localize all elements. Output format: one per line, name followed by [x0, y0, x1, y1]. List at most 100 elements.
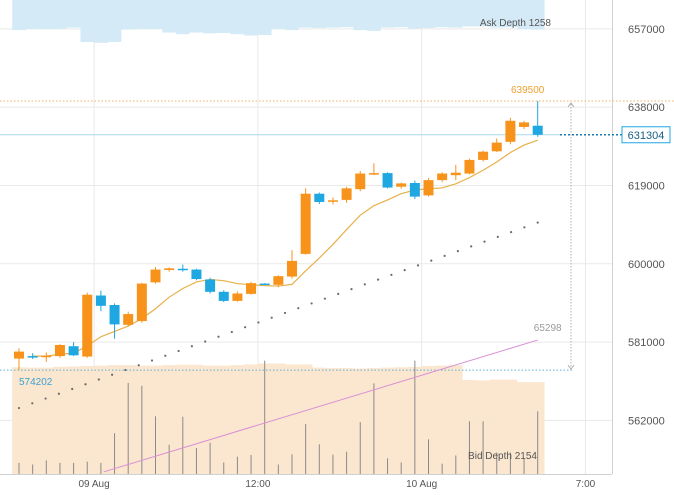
- trend-dot: [44, 397, 47, 400]
- trend-dot: [323, 297, 326, 300]
- trend-dot: [217, 335, 220, 338]
- trend-dot: [283, 311, 287, 315]
- trend-dot: [124, 368, 127, 372]
- candle-body: [355, 173, 366, 190]
- trend-dot: [31, 402, 34, 405]
- candle-body: [300, 193, 311, 254]
- trend-dot: [297, 307, 300, 310]
- y-tick-label: 657000: [628, 24, 665, 36]
- last-price-tag-label: 631304: [628, 130, 665, 142]
- trend-dot: [270, 316, 273, 319]
- candle-body: [273, 276, 284, 285]
- candle-body: [41, 355, 52, 358]
- candle-body: [136, 283, 147, 322]
- trend-dot: [57, 392, 61, 395]
- trend-dot: [510, 230, 513, 234]
- candle-body: [95, 295, 106, 306]
- candle-body: [218, 291, 229, 301]
- candle-body: [177, 268, 188, 271]
- trend-dot: [377, 278, 380, 281]
- candle-body: [341, 188, 352, 200]
- high-price-label: 639500: [511, 85, 545, 96]
- trend-dot: [430, 259, 433, 262]
- candle-up: [232, 291, 243, 302]
- trend-dot: [403, 269, 406, 272]
- candle-body: [450, 172, 461, 176]
- low-price-label: 574202: [19, 377, 53, 388]
- trend-dot: [97, 378, 100, 381]
- trend-dot: [137, 364, 140, 367]
- candle-body: [464, 159, 475, 174]
- trend-dot: [17, 406, 21, 410]
- trend-dot: [111, 373, 114, 376]
- trend-dot: [443, 254, 446, 257]
- trend-dot: [230, 330, 233, 334]
- candle-up: [464, 158, 475, 175]
- candle-up: [164, 267, 175, 272]
- candle-body: [505, 120, 516, 142]
- candle-up: [14, 348, 24, 371]
- ask-depth-label: Ask Depth 1258: [480, 18, 552, 29]
- candle-body: [437, 173, 448, 181]
- candle-up: [437, 172, 448, 183]
- candle-up: [396, 182, 407, 189]
- trend-dot: [363, 283, 366, 286]
- x-tick-label: 7:00: [576, 479, 596, 490]
- trend-dot: [177, 349, 180, 353]
- trend-dot: [416, 264, 420, 267]
- x-tick-label: 09 Aug: [78, 479, 109, 490]
- candle-body: [368, 173, 379, 175]
- candle-down: [382, 172, 393, 189]
- candle-down: [532, 100, 543, 137]
- candle-body: [423, 180, 434, 196]
- candle-body: [191, 269, 202, 280]
- candle-body: [123, 314, 134, 325]
- trend-dot: [84, 383, 87, 386]
- candle-body: [109, 305, 120, 325]
- candle-body: [519, 122, 530, 127]
- range-arrow-up: [567, 102, 575, 108]
- candle-body: [68, 346, 79, 356]
- candle-up: [450, 164, 461, 181]
- candle-up: [355, 171, 366, 192]
- trend-dot: [470, 245, 473, 248]
- candle-up: [246, 281, 257, 295]
- trend-dot: [71, 387, 74, 391]
- range-arrow-down: [567, 364, 575, 370]
- trend-dot: [337, 292, 340, 296]
- candle-up: [54, 344, 65, 358]
- trend-dot: [244, 326, 247, 329]
- candle-body: [232, 293, 243, 301]
- candle-down: [177, 264, 188, 272]
- candle-up: [368, 163, 379, 176]
- trend-dot: [257, 321, 260, 324]
- candle-body: [164, 268, 175, 270]
- trend-dot: [150, 359, 154, 362]
- candle-body: [14, 351, 24, 359]
- candle-body: [382, 173, 393, 188]
- candle-down: [27, 353, 38, 360]
- trend-dot: [350, 288, 353, 291]
- candle-up: [423, 178, 434, 197]
- candle-up: [491, 138, 502, 153]
- candle-down: [409, 180, 420, 200]
- candle-up: [136, 282, 147, 323]
- range-label: 65298: [534, 323, 562, 334]
- trend-dot: [523, 226, 526, 229]
- candle-body: [396, 183, 407, 187]
- y-tick-label: 581000: [628, 337, 665, 349]
- candle-up: [150, 267, 161, 284]
- y-tick-label: 600000: [628, 259, 665, 271]
- candle-down: [218, 290, 229, 303]
- candle-body: [27, 356, 38, 358]
- candle-body: [491, 142, 502, 152]
- candle-body: [246, 283, 257, 294]
- candle-body: [54, 344, 65, 357]
- candle-up: [41, 352, 52, 362]
- y-tick-label: 562000: [628, 415, 665, 427]
- candle-body: [150, 269, 161, 283]
- candle-down: [205, 277, 216, 294]
- trend-dot: [483, 240, 486, 243]
- candle-down: [191, 268, 202, 281]
